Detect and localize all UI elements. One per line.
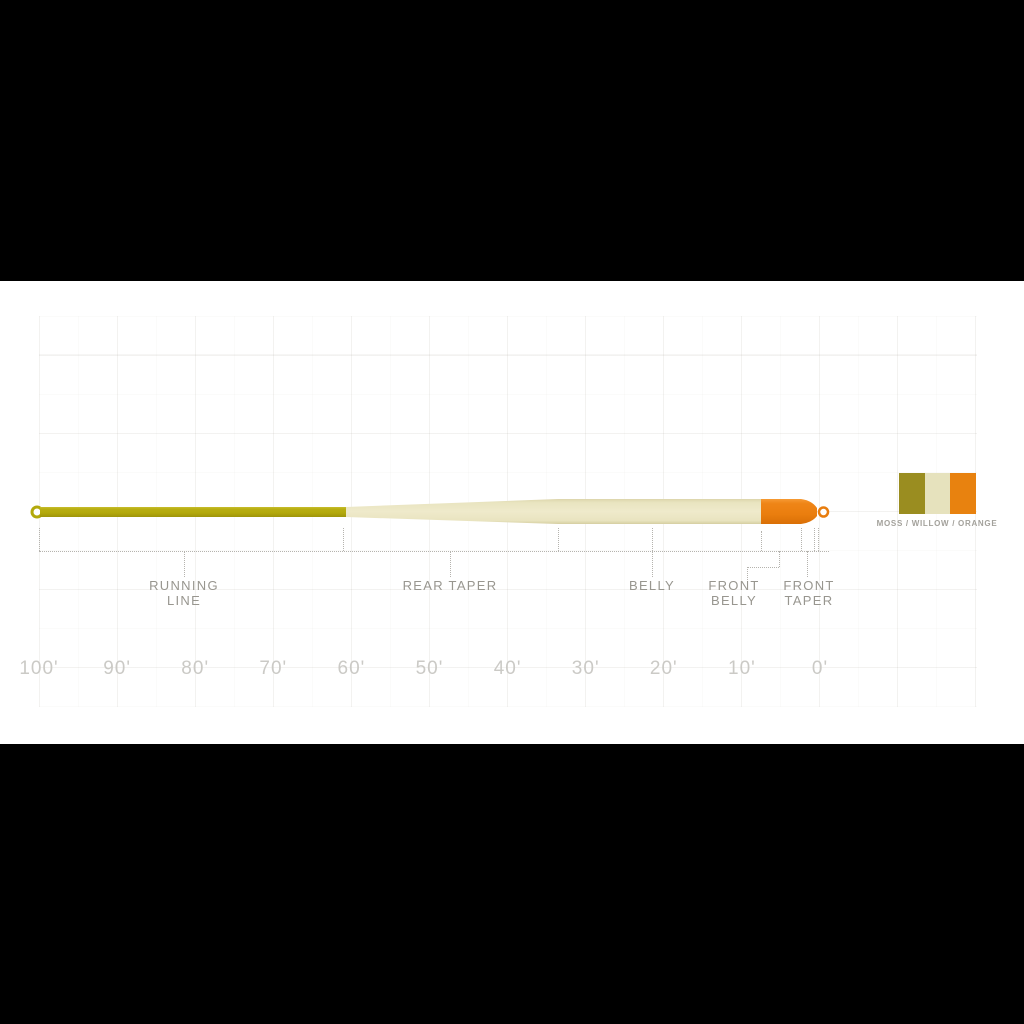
- connector-running-line: [184, 551, 185, 577]
- connector-rear-taper: [450, 551, 451, 577]
- color-legend-caption: MOSS / WILLOW / ORANGE: [876, 519, 998, 528]
- boundary-tick-running-rear-taper: [343, 528, 344, 551]
- boundary-tick-front-taper-tip-b: [818, 528, 819, 551]
- ruler-label-50ft: 50': [415, 658, 444, 679]
- ruler-label-0ft: 0': [811, 658, 829, 679]
- ruler-label-30ft: 30': [571, 658, 600, 679]
- ruler-label-60ft: 60': [337, 658, 366, 679]
- ruler-label-70ft: 70': [259, 658, 288, 679]
- front-belly-front-taper-segment: [761, 499, 817, 524]
- ruler-label-20ft: 20': [649, 658, 678, 679]
- bracket-main-line: [39, 551, 829, 552]
- section-label-belly: BELLY: [628, 578, 675, 593]
- ruler-label-80ft: 80': [181, 658, 210, 679]
- boundary-tick-rear-taper-belly: [558, 528, 559, 551]
- color-legend-swatch: [899, 473, 976, 514]
- connector-front-belly-horizontal: [747, 567, 779, 568]
- boundary-tick-front-taper-tip-a: [814, 528, 815, 551]
- section-label-running-line: RUNNING LINE: [149, 578, 219, 608]
- connector-front-taper: [807, 551, 808, 577]
- fly-line-profile: [30, 499, 830, 524]
- ruler-label-10ft: 10': [728, 658, 756, 679]
- section-label-front-taper: FRONT TAPER: [783, 578, 835, 608]
- connector-front-belly-vertical-lower: [747, 567, 748, 580]
- boundary-tick-belly-front-belly: [761, 531, 762, 551]
- legend-color-orange: [950, 473, 976, 514]
- section-label-rear-taper: REAR TAPER: [402, 578, 498, 593]
- ruler-label-40ft: 40': [493, 658, 522, 679]
- legend-color-willow: [925, 473, 950, 514]
- diagram-canvas: RUNNING LINE REAR TAPER BELLY FRONT BELLY FR…: [0, 281, 1024, 744]
- rear-taper-belly-segment: [346, 499, 761, 524]
- boundary-tick-front-belly-front-taper: [801, 528, 802, 551]
- ruler-label-90ft: 90': [103, 658, 131, 679]
- ruler-label-100ft: 100': [19, 658, 59, 679]
- connector-front-belly-vertical-upper: [779, 551, 780, 567]
- boundary-tick-rear-end: [39, 528, 40, 551]
- section-label-front-belly: FRONT BELLY: [708, 578, 760, 608]
- legend-color-moss: [899, 473, 925, 514]
- connector-belly: [652, 528, 653, 577]
- running-line-segment: [40, 507, 346, 517]
- tip-loop-icon: [817, 506, 830, 518]
